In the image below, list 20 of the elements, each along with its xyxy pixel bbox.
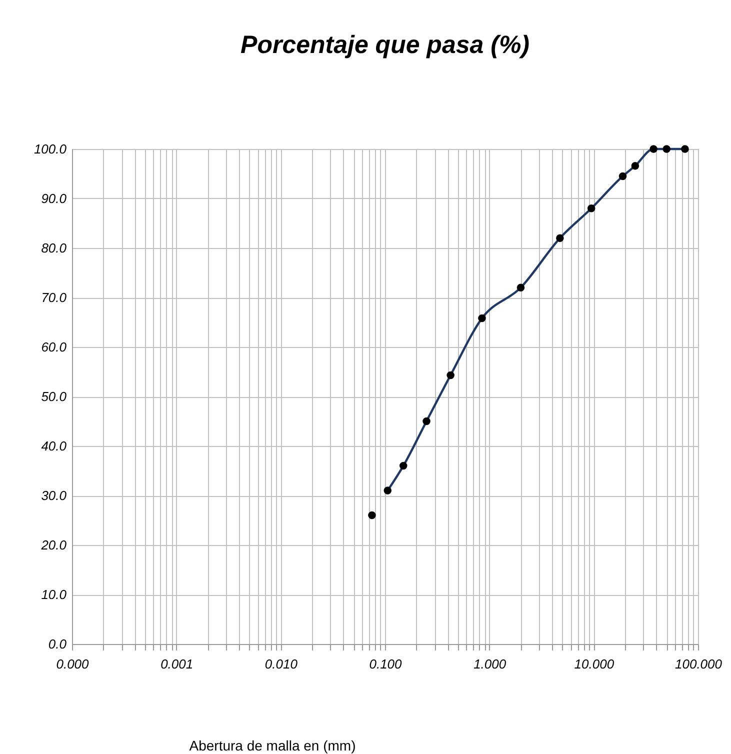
y-tick-label: 50.0 [41,389,68,404]
x-tick-label: 0.010 [264,656,298,672]
x-tick-label: 0.100 [369,656,403,672]
y-tick-label: 100.0 [34,142,68,156]
y-tick-label: 10.0 [41,587,68,602]
y-tick-label: 0.0 [48,636,68,652]
x-tick-label: 0.000 [56,656,90,672]
y-tick-label: 30.0 [41,488,68,503]
chart-title: Porcentaje que pasa (%) [240,31,530,59]
y-tick-label: 90.0 [41,191,68,206]
x-axis-title: Abertura de malla en (mm) [189,738,356,754]
y-tick-label: 70.0 [41,290,68,305]
y-tick-label: 40.0 [41,438,68,454]
x-tick-label: 10.000 [574,656,615,672]
x-tick-label: 0.001 [160,656,194,672]
x-tick-label: 1.000 [474,656,507,672]
y-tick-label: 20.0 [40,538,68,552]
y-tick-label: 60.0 [41,340,68,354]
x-tick-label: 100.000 [675,656,723,672]
y-tick-label: 80.0 [41,240,68,256]
